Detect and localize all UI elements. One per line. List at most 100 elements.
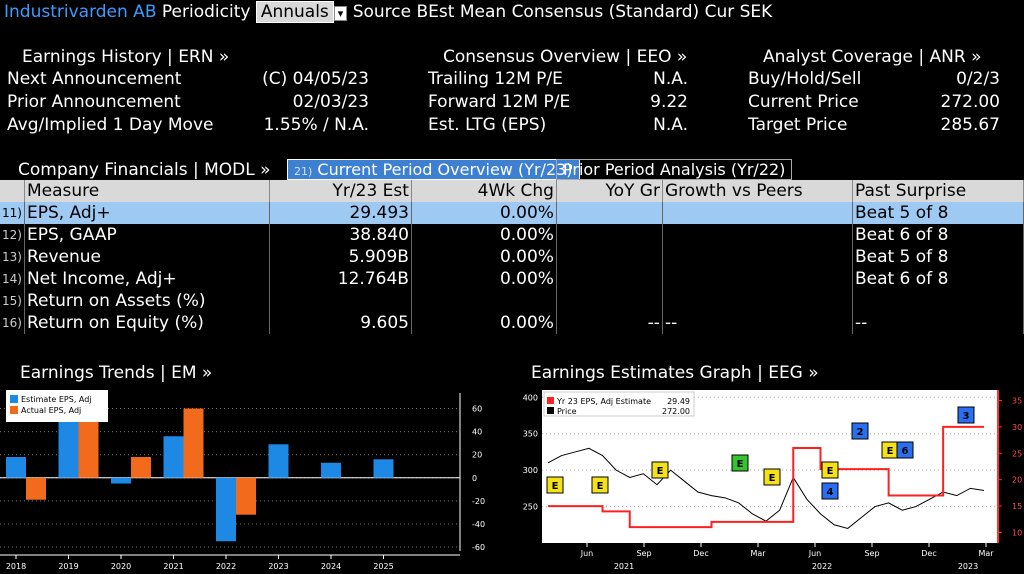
col-measure[interactable]: Measure — [24, 180, 270, 202]
event-marker-label: E — [769, 473, 776, 484]
table-row[interactable]: 16) Return on Equity (%) 9.605 0.00% -- -- -- — [0, 312, 1024, 334]
earnings-history-title[interactable]: Earnings History | ERN » — [22, 47, 230, 67]
earnings-history-panel: Next Announcement (C) 04/05/23 Prior Anno… — [7, 69, 369, 138]
event-marker — [821, 482, 839, 500]
col-yoy[interactable]: YoY Gr — [556, 180, 663, 202]
event-marker — [651, 461, 669, 479]
x-tick-label: Dec — [921, 549, 936, 558]
tab-prior-period[interactable]: Prior Period Analysis (Yr/22) — [556, 159, 793, 180]
event-marker — [851, 422, 869, 440]
event-marker-label: E — [887, 446, 894, 457]
bar — [373, 459, 394, 478]
list-item: Trailing 12M P/E N.A. — [428, 69, 688, 89]
chevron-down-icon[interactable]: ▾ — [333, 6, 348, 21]
table-row[interactable]: 14) Net Income, Adj+ 12.764B 0.00% Beat 6 of… — [0, 268, 1024, 290]
company-name[interactable]: Industrivarden AB — [4, 2, 157, 22]
top-bar: Industrivarden AB Periodicity Annuals ▾ S… — [4, 1, 772, 23]
bar — [268, 444, 289, 478]
legend-swatch — [547, 397, 554, 404]
event-marker-label: E — [597, 481, 604, 492]
legend-label: Yr 23 EPS, Adj Estimate — [556, 397, 651, 406]
list-item: Target Price 285.67 — [748, 115, 1000, 135]
legend-swatch — [547, 407, 554, 414]
financials-title[interactable]: Company Financials | MODL » — [18, 160, 271, 180]
col-chg[interactable]: 4Wk Chg — [411, 180, 557, 202]
legend-swatch-estimate — [10, 395, 18, 403]
event-marker-label: E — [737, 459, 744, 470]
table-row[interactable]: 11) EPS, Adj+ 29.493 0.00% Beat 5 of 8 — [0, 202, 1024, 224]
event-marker — [731, 454, 749, 472]
list-item: Est. LTG (EPS) N.A. — [428, 115, 688, 135]
legend-swatch-actual — [10, 406, 18, 414]
y-right-tick-label: 15 — [1012, 502, 1022, 511]
periodicity-label: Periodicity — [161, 2, 251, 22]
y-left-tick-label: 350 — [523, 430, 538, 439]
event-marker-label: E — [552, 481, 559, 492]
trends-title[interactable]: Earnings Trends | EM » — [20, 363, 213, 383]
x-tick-label: Mar — [978, 549, 994, 558]
bar — [6, 457, 26, 478]
y-tick-label: 20 — [472, 451, 482, 460]
x-tick-label: Sep — [864, 549, 879, 558]
list-item: Forward 12M P/E 9.22 — [428, 92, 688, 112]
event-marker — [957, 406, 975, 424]
legend-box — [543, 391, 695, 417]
analyst-title[interactable]: Analyst Coverage | ANR » — [763, 47, 982, 67]
bar — [236, 477, 256, 515]
x-tick-label: 2024 — [321, 562, 341, 571]
event-marker — [821, 461, 839, 479]
table-row[interactable]: 12) EPS, GAAP 38.840 0.00% Beat 6 of 8 — [0, 224, 1024, 246]
consensus-panel: Trailing 12M P/E N.A. Forward 12M P/E 9.22… — [428, 69, 688, 138]
x-tick-label: Sep — [636, 549, 651, 558]
year-label: 2023 — [958, 562, 978, 571]
bar — [321, 462, 341, 478]
bar — [163, 436, 184, 478]
earnings-trends-chart[interactable]: -60 -40 -20 0 20 40 60 2018 2019 2020 2021 2022 2023… — [0, 385, 510, 574]
tab-current-period[interactable]: 21) Current Period Overview (Yr/23) — [287, 159, 580, 180]
y-left-tick-label: 400 — [523, 393, 538, 402]
x-tick-label: 2019 — [58, 562, 78, 571]
financials-table: Measure Yr/23 Est 4Wk Chg YoY Gr Growth … — [0, 180, 1024, 334]
x-tick-label: 2023 — [268, 562, 288, 571]
year-label: 2021 — [614, 562, 634, 571]
col-peers[interactable]: Growth vs Peers — [662, 180, 853, 202]
trends-legend: Estimate EPS, Adj Actual EPS, Adj — [6, 390, 108, 422]
event-marker-label: 3 — [963, 411, 970, 422]
y-tick-label: -40 — [472, 520, 485, 529]
x-tick-label: 2022 — [216, 562, 236, 571]
bar — [131, 457, 151, 478]
legend-label-estimate: Estimate EPS, Adj — [21, 395, 92, 404]
table-row[interactable]: 13) Revenue 5.909B 0.00% Beat 5 of 8 — [0, 246, 1024, 268]
list-item: Prior Announcement 02/03/23 — [7, 92, 369, 112]
x-tick-label: 2020 — [111, 562, 131, 571]
consensus-title[interactable]: Consensus Overview | EEO » — [443, 47, 688, 67]
analyst-panel: Buy/Hold/Sell 0/2/3 Current Price 272.00 T… — [748, 69, 1000, 138]
table-header: Measure Yr/23 Est 4Wk Chg YoY Gr Growth … — [0, 180, 1024, 202]
event-marker — [591, 476, 609, 494]
year-label: 2022 — [812, 562, 832, 571]
legend-label: Price — [557, 407, 577, 416]
bar — [216, 477, 236, 542]
list-item: Current Price 272.00 — [748, 92, 1000, 112]
col-surprise[interactable]: Past Surprise — [852, 180, 1024, 202]
estimate-line — [548, 425, 984, 529]
periodicity-dropdown[interactable]: Annuals — [255, 1, 334, 23]
y-right-tick-label: 20 — [1012, 476, 1022, 485]
table-row[interactable]: 15) Return on Assets (%) — [0, 290, 1024, 312]
event-marker — [763, 468, 781, 486]
bar — [26, 477, 46, 500]
y-tick-label: 60 — [472, 405, 482, 414]
earnings-estimates-graph[interactable]: 250 300 350 400 10 15 20 25 30 35 Jun Sep Dec Mar Jun S… — [510, 385, 1024, 574]
graph-title[interactable]: Earnings Estimates Graph | EEG » — [531, 363, 819, 383]
y-right-tick-label: 30 — [1012, 423, 1022, 432]
x-tick-label: Dec — [693, 549, 708, 558]
x-tick-label: Jun — [808, 549, 822, 558]
event-marker-label: E — [827, 466, 834, 477]
y-tick-label: 0 — [472, 474, 477, 483]
bar — [111, 477, 131, 484]
x-tick-label: Mar — [750, 549, 766, 558]
list-item: Avg/Implied 1 Day Move 1.55% / N.A. — [7, 115, 369, 135]
event-marker — [896, 441, 914, 459]
graph-legend: Yr 23 EPS, Adj Estimate 29.49 Price 272.00 — [543, 391, 695, 417]
col-est[interactable]: Yr/23 Est — [269, 180, 412, 202]
